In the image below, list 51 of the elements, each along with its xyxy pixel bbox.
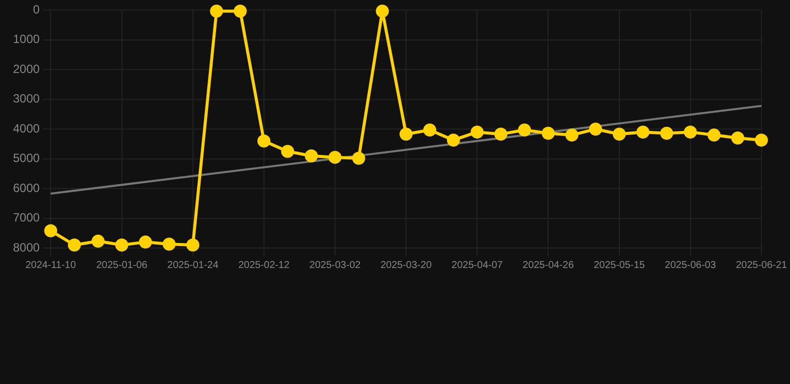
- point: [423, 123, 436, 136]
- point: [470, 126, 484, 139]
- point: [304, 149, 318, 162]
- point: [518, 123, 532, 136]
- y-tick-label: 5000: [12, 151, 40, 166]
- point: [186, 238, 200, 252]
- point: [162, 238, 176, 251]
- point: [210, 4, 224, 18]
- point: [68, 238, 81, 252]
- y-tick-label: 6000: [12, 180, 40, 195]
- point: [257, 134, 270, 148]
- x-tick-label: 2025-06-21: [736, 260, 788, 271]
- point: [328, 150, 342, 164]
- x-tick-label: 2025-04-07: [452, 260, 504, 271]
- y-tick-label: 2000: [12, 62, 40, 76]
- point: [352, 152, 366, 165]
- point: [400, 128, 413, 141]
- point: [494, 128, 508, 141]
- x-tick-label: 2025-03-02: [309, 260, 361, 271]
- point: [636, 126, 650, 139]
- x-tick-label: 2025-01-24: [167, 260, 219, 271]
- x-tick-label: 2025-06-03: [664, 260, 716, 271]
- point: [542, 126, 555, 140]
- point: [754, 134, 768, 147]
- x-tick-label: 2025-05-15: [594, 260, 646, 271]
- point: [660, 126, 674, 140]
- x-tick-label: 2025-03-20: [380, 260, 432, 271]
- point: [684, 126, 697, 139]
- point: [376, 4, 389, 18]
- point: [44, 224, 58, 238]
- point: [565, 128, 578, 142]
- y-tick-label: 0: [33, 2, 40, 17]
- x-tick-label: 2024-11-10: [25, 260, 76, 271]
- point: [708, 128, 721, 142]
- point: [138, 236, 152, 249]
- y-tick-label: 3000: [12, 92, 40, 106]
- point: [92, 234, 105, 248]
- x-tick-label: 2025-01-06: [96, 260, 148, 271]
- point: [589, 122, 602, 136]
- point: [446, 134, 460, 147]
- point: [234, 4, 247, 18]
- y-tick-label: 8000: [12, 240, 40, 254]
- point: [281, 144, 294, 158]
- y-tick-label: 7000: [12, 210, 40, 225]
- point: [612, 128, 626, 141]
- y-tick-label: 4000: [12, 121, 40, 136]
- point: [731, 132, 744, 145]
- point: [115, 238, 128, 252]
- x-tick-label: 2025-02-12: [238, 260, 290, 271]
- x-tick-label: 2025-04-26: [522, 260, 574, 271]
- y-tick-label: 1000: [12, 32, 40, 46]
